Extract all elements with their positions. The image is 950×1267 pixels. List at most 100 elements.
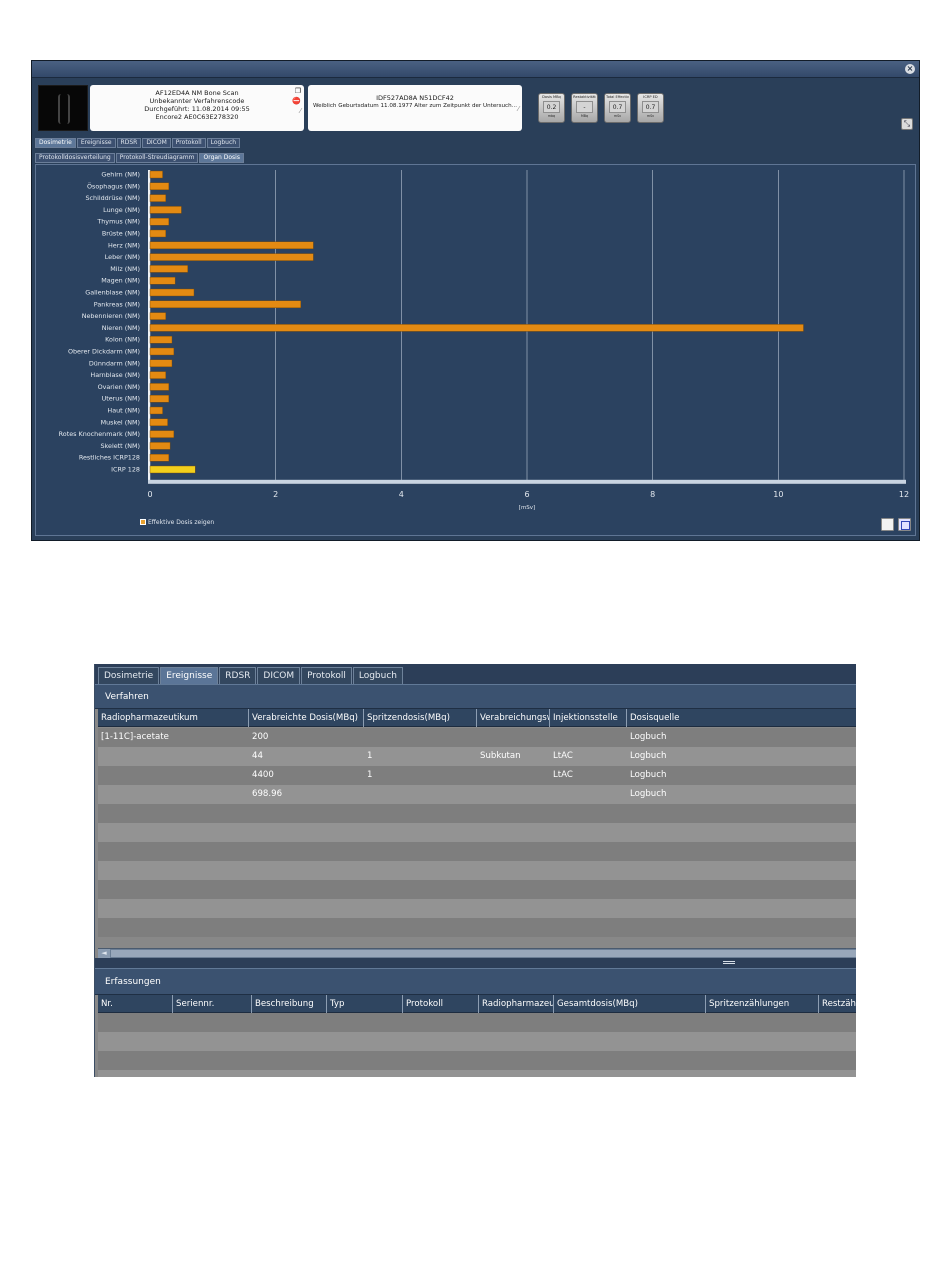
scroll-left-icon[interactable]: ◄ (98, 949, 110, 958)
splitter-grip-icon[interactable] (723, 961, 735, 964)
tab-rdsr[interactable]: RDSR (116, 138, 142, 148)
erfassungen-column-header[interactable]: Radiopharmazeu (479, 995, 554, 1013)
paperclip-icon[interactable]: ⁄ (517, 105, 519, 113)
scan-thumbnail[interactable] (38, 85, 88, 131)
metric-total-effective[interactable]: Total Effectiv 0.7 mSv (604, 93, 631, 123)
subtab-protokoll-streudiagramm[interactable]: Protokoll-Streudiagramm (115, 153, 199, 163)
subtab-protokolldosisverteilung[interactable]: Protokolldosisverteilung (35, 153, 115, 163)
table-cell (403, 1070, 479, 1077)
expand-icon[interactable]: ⤡ (901, 118, 913, 130)
y-category-label: Schilddrüse (NM) (85, 194, 140, 202)
table-cell (706, 1070, 819, 1077)
x-tick-label: 4 (399, 490, 404, 499)
erfassungen-column-header[interactable]: Gesamtdosis(MBq) (554, 995, 706, 1013)
table-cell (98, 1013, 173, 1032)
patient-card[interactable]: IDF527AD8A N51DCF42 Weiblich Geburtsdatu… (308, 85, 522, 131)
metric-dose[interactable]: Dosis MBq 0.2 mbq (538, 93, 565, 123)
tab-dosimetrie[interactable]: Dosimetrie (35, 138, 76, 148)
verfahren-column-header[interactable]: Dosisquelle (627, 709, 856, 727)
table-cell (252, 1032, 327, 1051)
table-cell (706, 1032, 819, 1051)
verfahren-column-header[interactable]: Spritzendosis(MBq) (364, 709, 477, 727)
tab-logbuch[interactable]: Logbuch (206, 138, 241, 148)
y-category-label: Gallenblase (NM) (85, 289, 140, 297)
table-cell (554, 1070, 706, 1077)
table-cell (327, 1070, 403, 1077)
erfassungen-column-header[interactable]: Nr. (98, 995, 173, 1013)
erfassungen-column-header[interactable]: Beschreibung (252, 995, 327, 1013)
table-row[interactable] (98, 899, 856, 918)
table-cell (477, 880, 550, 899)
metric-residual[interactable]: Restaktivität - MBq (571, 93, 598, 123)
verfahren-column-header[interactable]: Injektionsstelle (550, 709, 627, 727)
pane-splitter[interactable] (95, 958, 856, 968)
tab-rdsr[interactable]: RDSR (219, 667, 257, 684)
chart-bar (149, 241, 314, 250)
table-view-icon[interactable] (898, 518, 911, 531)
close-icon[interactable]: × (905, 64, 915, 74)
tab-dosimetrie[interactable]: Dosimetrie (98, 667, 160, 684)
table-row[interactable]: 44 1 Subkutan LtAC Logbuch (98, 747, 856, 766)
table-cell (477, 918, 550, 937)
table-cell: 1 (367, 751, 373, 761)
erfassungen-column-header[interactable]: Typ (327, 995, 403, 1013)
metric-unit: mbq (547, 114, 556, 118)
table-row[interactable] (98, 880, 856, 899)
chart-bar (149, 465, 196, 474)
table-row[interactable] (98, 804, 856, 823)
chart-bar (149, 288, 195, 297)
table-row[interactable] (98, 1013, 856, 1032)
metric-value: 0.2 (543, 101, 560, 113)
subtab-organ-dosis[interactable]: Organ Dosis (199, 153, 244, 163)
verfahren-column-header[interactable]: Verabreichungsw (477, 709, 550, 727)
tab-protokoll[interactable]: Protokoll (301, 667, 352, 684)
table-row[interactable]: 4400 1 LtAC Logbuch (98, 766, 856, 785)
table-cell (819, 1070, 856, 1077)
erfassungen-column-header[interactable]: Restzähl (819, 995, 856, 1013)
study-card[interactable]: AF12ED4A NM Bone Scan Unbekannter Verfah… (90, 85, 304, 131)
effective-dose-toggle[interactable]: Effektive Dosis zeigen (140, 519, 214, 527)
chart-bar (149, 182, 170, 190)
effective-dose-checkbox[interactable] (140, 519, 146, 525)
table-row[interactable] (98, 1051, 856, 1070)
tab-logbuch[interactable]: Logbuch (352, 667, 404, 684)
chart-bar (149, 371, 166, 379)
table-row[interactable] (98, 842, 856, 861)
table-row[interactable] (98, 861, 856, 880)
table-row[interactable] (98, 1032, 856, 1051)
chart-bar (149, 394, 170, 403)
document-icon[interactable] (881, 518, 894, 531)
page-icon[interactable]: ❐ (294, 87, 301, 95)
y-category-label: Nebennieren (NM) (82, 312, 140, 320)
scrollbar-thumb[interactable] (111, 950, 856, 957)
table-cell (819, 1051, 856, 1070)
organ-dose-chart-panel: 0 2 4 6 8 10 12 Gehirn (NM) Ösophagus (NM) Schild… (35, 164, 916, 536)
table-row[interactable]: 698.96 Logbuch (98, 785, 856, 804)
tab-ereignisse[interactable]: Ereignisse (76, 138, 116, 148)
metric-icrp-ed[interactable]: ICRP ED 0.7 mSv (637, 93, 664, 123)
horizontal-scrollbar[interactable]: ◄ (98, 948, 856, 958)
table-row[interactable] (98, 823, 856, 842)
erfassungen-column-header[interactable]: Seriennr. (173, 995, 252, 1013)
tab-ereignisse[interactable]: Ereignisse (160, 667, 219, 684)
performed-date: Durchgeführt: 11.08.2014 09:55 (144, 105, 250, 113)
table-row[interactable] (98, 918, 856, 937)
table-row[interactable] (98, 1070, 856, 1077)
table-cell (479, 1051, 554, 1070)
table-cell (479, 1032, 554, 1051)
stop-icon[interactable]: ⛔ (292, 97, 301, 105)
window-titlebar: × (32, 61, 919, 78)
metric-unit: mSv (613, 114, 621, 118)
paperclip-icon[interactable]: ⁄ (299, 107, 301, 115)
verfahren-column-header[interactable]: Verabreichte Dosis(MBq) (249, 709, 364, 727)
tab-dicom[interactable]: DICOM (257, 667, 301, 684)
tab-dicom[interactable]: DICOM (142, 138, 171, 148)
table-cell (249, 823, 364, 842)
tab-protokoll[interactable]: Protokoll (171, 138, 206, 148)
table-cell: [1-11C]-acetate (101, 732, 169, 742)
erfassungen-column-header[interactable]: Protokoll (403, 995, 479, 1013)
table-row[interactable]: [1-11C]-acetate 200 Logbuch (98, 728, 856, 747)
table-cell (706, 1013, 819, 1032)
verfahren-column-header[interactable]: Radiopharmazeutikum (98, 709, 249, 727)
erfassungen-column-header[interactable]: Spritzenzählungen (706, 995, 819, 1013)
